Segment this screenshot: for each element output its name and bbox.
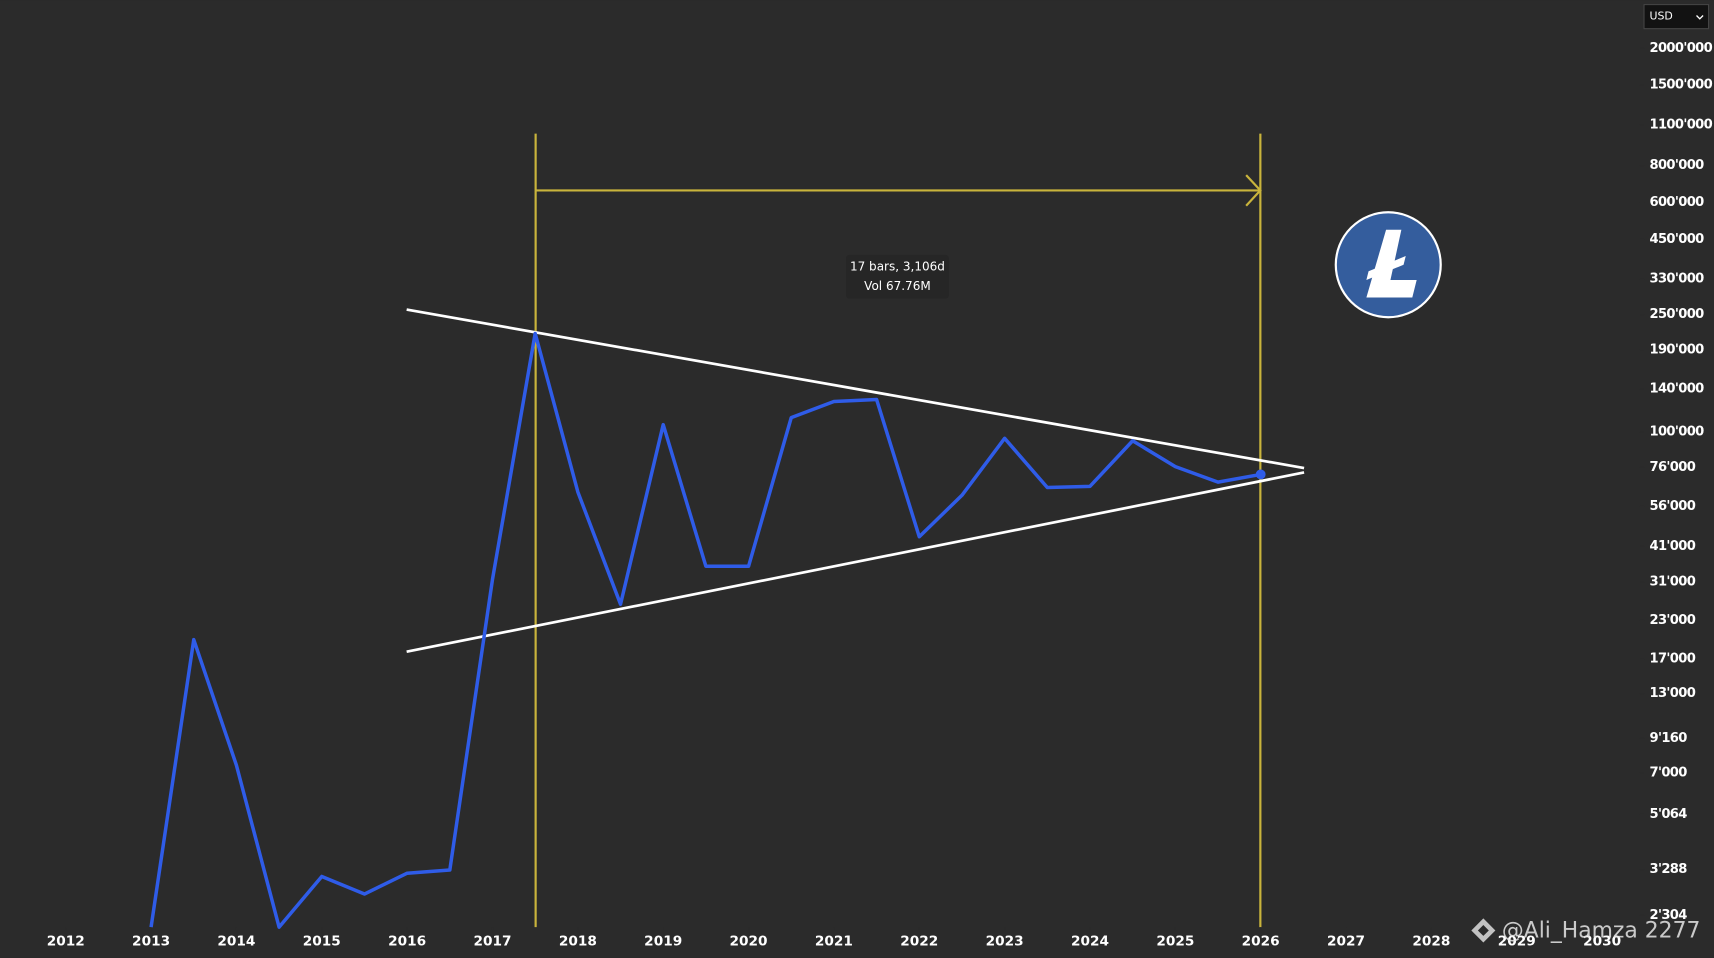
x-tick-label: 2013 (132, 933, 170, 949)
tooltip-text: Vol 67.76M (864, 279, 931, 293)
y-tick-label: 2'304 (1650, 908, 1688, 923)
last-point (1255, 469, 1266, 480)
y-tick-label: 17'000 (1650, 652, 1696, 667)
y-tick-label: 9'160 (1650, 731, 1688, 746)
x-tick-label: 2029 (1498, 933, 1536, 949)
tooltip-text: 17 bars, 3,106d (850, 259, 945, 273)
x-tick-label: 2030 (1583, 933, 1621, 949)
y-tick-label: 2000'000 (1650, 41, 1713, 56)
tooltip (846, 254, 949, 299)
y-tick-label: 5'064 (1650, 807, 1688, 822)
x-tick-label: 2023 (986, 933, 1024, 949)
watermark: @Ali_Hamza 2277 (1502, 919, 1700, 944)
x-tick-label: 2018 (559, 933, 597, 949)
x-tick-label: 2022 (900, 933, 938, 949)
y-tick-label: 1500'000 (1650, 78, 1713, 93)
y-tick-label: 23'000 (1650, 613, 1696, 628)
logo (1334, 211, 1442, 319)
y-tick-label: 190'000 (1650, 342, 1705, 357)
y-tick-label: 800'000 (1650, 158, 1705, 173)
y-tick-label: 7'000 (1650, 765, 1688, 780)
x-tick-label: 2026 (1242, 933, 1280, 949)
y-tick-label: 31'000 (1650, 575, 1696, 590)
x-tick-label: 2017 (473, 933, 511, 949)
x-tick-label: 2012 (47, 933, 85, 949)
price-line (149, 331, 1262, 929)
y-tick-label: 600'000 (1650, 195, 1705, 210)
y-tick-label: 56'000 (1650, 499, 1696, 514)
y-tick-label: 41'000 (1650, 539, 1696, 554)
x-tick-label: 2019 (644, 933, 682, 949)
trend-line (406, 308, 1305, 470)
x-tick-label: 2024 (1071, 933, 1109, 949)
x-tick-label: 2015 (303, 933, 341, 949)
x-tick-label: 2021 (815, 933, 853, 949)
x-tick-label: 2027 (1327, 933, 1365, 949)
y-tick-label: 140'000 (1650, 382, 1705, 397)
x-tick-label: 2020 (730, 933, 768, 949)
x-tick-label: 2028 (1412, 933, 1450, 949)
y-tick-label: 330'000 (1650, 272, 1705, 287)
y-tick-label: 3'288 (1650, 862, 1688, 877)
arrow-head (1245, 174, 1262, 207)
x-tick-label: 2025 (1156, 933, 1194, 949)
dropdown-icon (1696, 15, 1704, 20)
y-tick-label: 250'000 (1650, 307, 1705, 322)
x-tick-label: 2014 (217, 933, 255, 949)
plot: 2012 2013 2014 2015 2016 2017 2018 2019 2020 2021… (47, 41, 1714, 950)
trend-line (406, 471, 1305, 654)
x-tick-label: 2016 (388, 933, 426, 949)
y-tick-label: 1100'000 (1650, 117, 1713, 132)
y-tick-label: 450'000 (1650, 232, 1705, 247)
y-tick-label: 100'000 (1650, 425, 1705, 440)
y-tick-label: 76'000 (1650, 460, 1696, 475)
watermark-group: @Ali_Hamza 2277 (1471, 918, 1700, 944)
y-tick-label: 13'000 (1650, 686, 1696, 701)
currency-label: USD (1650, 10, 1673, 23)
